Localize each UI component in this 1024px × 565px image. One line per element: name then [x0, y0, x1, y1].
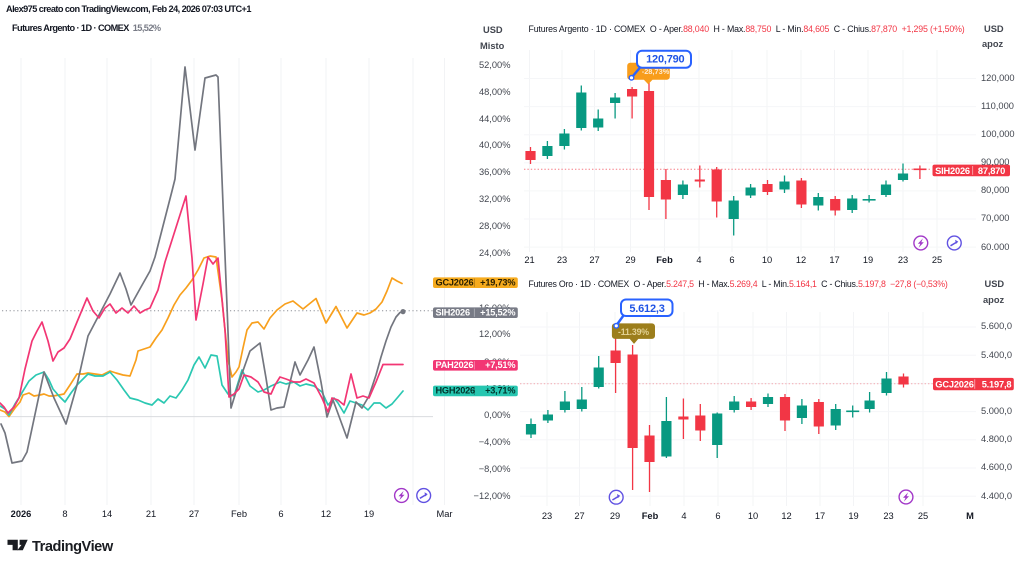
svg-text:+7,51%: +7,51% — [485, 360, 515, 370]
svg-text:TradingView: TradingView — [32, 539, 114, 555]
svg-text:HGH2026: HGH2026 — [436, 386, 476, 396]
svg-text:87,870: 87,870 — [978, 166, 1005, 176]
svg-text:SIH2026: SIH2026 — [935, 166, 970, 176]
svg-text:GCJ2026: GCJ2026 — [436, 277, 474, 287]
svg-text:SIH2026: SIH2026 — [436, 307, 470, 317]
svg-text:GCJ2026: GCJ2026 — [935, 380, 973, 390]
svg-text:5.612,3: 5.612,3 — [629, 303, 664, 315]
svg-text:120,790: 120,790 — [646, 54, 684, 66]
svg-text:-28,73%: -28,73% — [642, 67, 670, 76]
svg-text:-11.39%: -11.39% — [618, 327, 649, 337]
svg-text:PAH2026: PAH2026 — [436, 360, 474, 370]
svg-text:+3,71%: +3,71% — [485, 386, 515, 396]
svg-text:+19,73%: +19,73% — [480, 277, 515, 287]
svg-text:5.197,8: 5.197,8 — [982, 380, 1012, 390]
svg-text:+15,52%: +15,52% — [480, 307, 515, 317]
